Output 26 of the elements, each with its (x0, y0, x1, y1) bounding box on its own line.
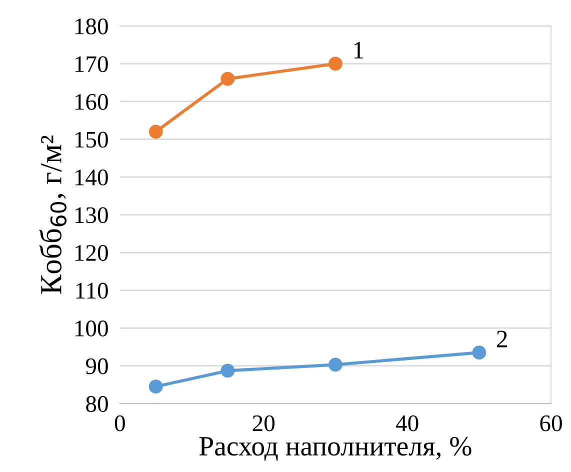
y-tick-label: 140 (75, 169, 108, 186)
x-tick-label: 40 (396, 415, 418, 432)
point (472, 346, 486, 360)
series-label: 2 (496, 330, 507, 348)
y-tick-label: 170 (75, 56, 108, 72)
y-tick-label: 110 (76, 282, 108, 299)
point (220, 72, 235, 86)
point (148, 124, 163, 139)
y-tick-label: 180 (75, 18, 108, 34)
y-tick-label: 160 (75, 94, 108, 110)
y-axis-title: Кобб$_{60}$, г/м² (39, 136, 67, 294)
y-tick-label: 80 (86, 396, 108, 412)
point (328, 358, 342, 372)
y-tick-label: 130 (75, 207, 108, 224)
x-tick-label: 0 (114, 415, 125, 432)
y-tick-label: 120 (75, 245, 108, 261)
y-tick-label: 100 (75, 320, 108, 336)
y-tick-label: 90 (86, 358, 108, 374)
point (220, 364, 235, 378)
point (148, 380, 163, 394)
y-tick-label: 150 (75, 132, 108, 148)
x-tick-label: 60 (540, 415, 562, 432)
x-tick-label: 20 (252, 415, 275, 432)
series-label: 1 (354, 42, 364, 58)
point (328, 56, 342, 71)
x-axis-title: Расход наполнителя, % (199, 436, 472, 461)
